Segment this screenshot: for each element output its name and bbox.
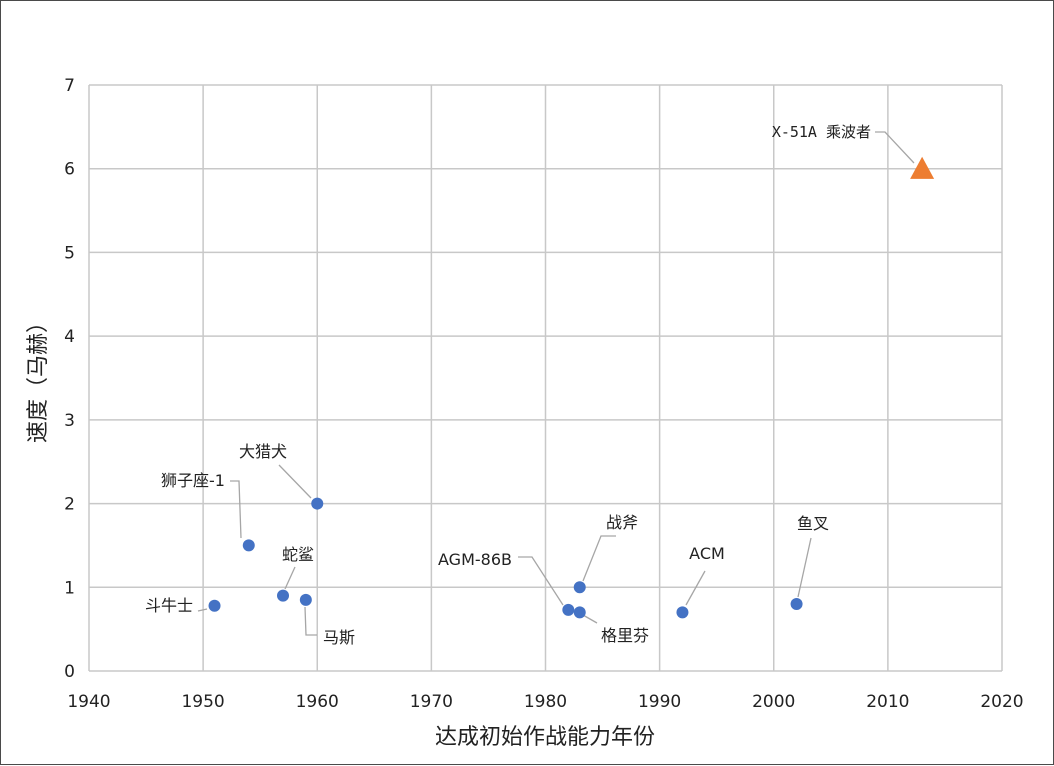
data-points — [208, 156, 935, 619]
data-point-6 — [573, 606, 586, 619]
point-label-9: 鱼叉 — [797, 514, 829, 533]
point-label-3: 马斯 — [323, 628, 355, 647]
y-tick-label-1: 1 — [64, 578, 75, 598]
tick-labels: 1940 1950 1960 1970 1980 1990 2000 2010 2020 0 1 2 3… — [64, 76, 1023, 712]
data-point-5 — [562, 603, 575, 616]
data-point-4 — [311, 497, 324, 510]
data-point-7 — [573, 581, 586, 594]
point-label-8: ACM — [689, 544, 725, 563]
leader-line-6 — [582, 614, 598, 624]
x-tick-label-1950: 1950 — [181, 692, 224, 712]
x-tick-label-2010: 2010 — [866, 692, 909, 712]
x-tick-label-1970: 1970 — [410, 692, 453, 712]
point-label-4: 大猎犬 — [239, 442, 287, 461]
y-tick-label-3: 3 — [64, 411, 75, 431]
leader-line-7 — [582, 535, 616, 582]
point-label-7: 战斧 — [606, 513, 638, 532]
y-tick-label-6: 6 — [64, 160, 75, 180]
y-axis-title: 速度（马赫） — [26, 311, 51, 443]
point-label-5: AGM-86B — [438, 550, 512, 569]
data-point-8 — [676, 606, 689, 619]
leader-line-1 — [230, 480, 242, 539]
point-label-2: 蛇鲨 — [282, 545, 314, 564]
leader-line-0 — [197, 608, 208, 612]
x-tick-label-2000: 2000 — [752, 692, 795, 712]
point-label-6: 格里芬 — [601, 626, 649, 645]
y-tick-label-7: 7 — [64, 76, 75, 96]
point-label-1: 狮子座-1 — [161, 471, 225, 490]
x-tick-label-1990: 1990 — [638, 692, 681, 712]
x-tick-label-1940: 1940 — [67, 692, 110, 712]
leader-line-2 — [284, 566, 296, 590]
leader-line-5 — [518, 556, 564, 606]
data-point-triangle — [910, 156, 935, 179]
y-tick-label-0: 0 — [64, 662, 75, 682]
y-tick-label-2: 2 — [64, 495, 75, 515]
data-point-3 — [299, 593, 312, 606]
leader-line-8 — [685, 570, 706, 606]
x-tick-label-1980: 1980 — [524, 692, 567, 712]
point-label-0: 斗牛士 — [145, 596, 193, 615]
y-tick-label-4: 4 — [64, 327, 75, 347]
data-point-0 — [208, 599, 221, 612]
x-tick-label-1960: 1960 — [296, 692, 339, 712]
x-tick-label-2020: 2020 — [980, 692, 1023, 712]
leader-line-10 — [875, 131, 915, 164]
data-point-1 — [242, 539, 255, 552]
leader-lines — [197, 131, 915, 636]
data-point-9 — [790, 598, 803, 611]
data-point-2 — [277, 589, 290, 602]
grid-lines — [88, 84, 1003, 672]
leader-line-9 — [797, 537, 812, 598]
leader-line-4 — [278, 464, 312, 499]
point-label-10: X-51A 乘波者 — [772, 123, 871, 141]
y-tick-label-5: 5 — [64, 243, 75, 263]
leader-line-3 — [304, 606, 317, 636]
x-axis-title: 达成初始作战能力年份 — [435, 725, 655, 750]
